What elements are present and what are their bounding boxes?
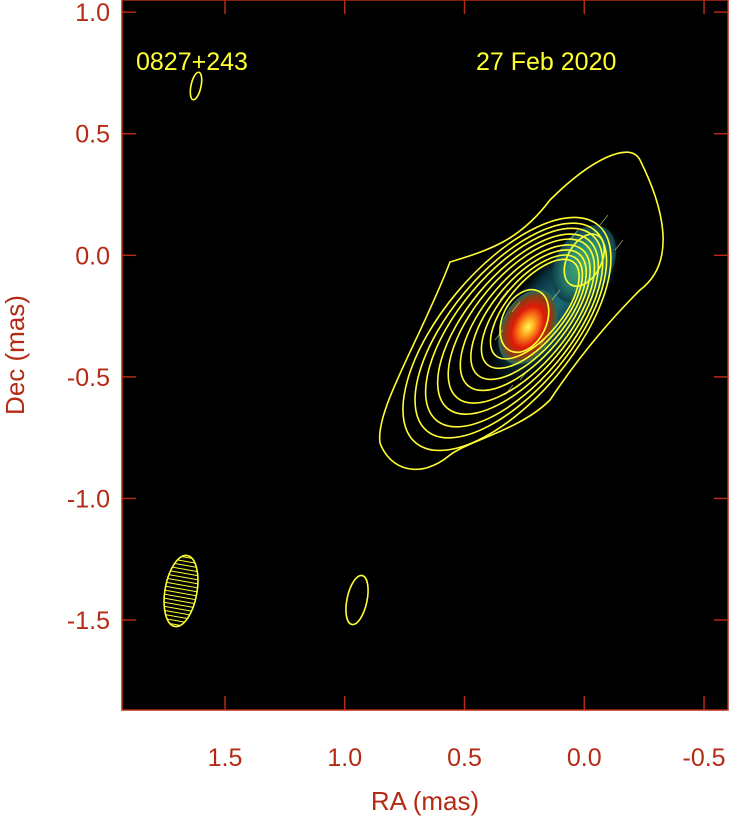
contour-level-7 (459, 244, 591, 392)
isolated-contour-bottom (345, 574, 369, 626)
main-contours (378, 151, 664, 471)
x-axis: 1.5 1.0 0.5 0.0 -0.5 (208, 0, 726, 772)
y-tick-label: 0.5 (75, 121, 110, 149)
contour-level-9 (480, 254, 584, 370)
contour-level-5 (436, 233, 600, 415)
isolated-contour-top (189, 71, 203, 101)
y-axis: 1.0 0.5 0.0 -0.5 -1.0 -1.5 (67, 0, 728, 635)
y-tick-label: -1.5 (67, 607, 110, 635)
y-tick-label: -1.0 (67, 485, 110, 513)
y-tick-label: -0.5 (67, 364, 110, 392)
contour-core (499, 288, 550, 354)
plot-frame (121, 0, 729, 711)
y-tick-label: 0.0 (75, 242, 110, 270)
y-axis-title: Dec (mas) (0, 295, 30, 415)
contour-level-3 (414, 222, 608, 439)
x-tick-label: 1.0 (327, 744, 362, 772)
x-tick-label: 1.5 (208, 744, 243, 772)
y-tick-label: 1.0 (75, 0, 110, 27)
contour-level-10 (489, 258, 580, 360)
x-tick-label: -0.5 (683, 744, 726, 772)
contour-level-2 (402, 216, 612, 452)
x-tick-label: 0.5 (447, 744, 482, 772)
date-label: 27 Feb 2020 (476, 48, 616, 76)
contour-level-8 (470, 249, 588, 381)
isolated-contours (189, 71, 369, 626)
beam-ellipse (163, 554, 199, 628)
x-tick-label: 0.0 (567, 744, 602, 772)
contour-level-6 (447, 238, 596, 404)
contour-knot (563, 233, 606, 287)
source-name-label: 0827+243 (136, 48, 248, 76)
x-axis-title: RA (mas) (371, 786, 479, 816)
